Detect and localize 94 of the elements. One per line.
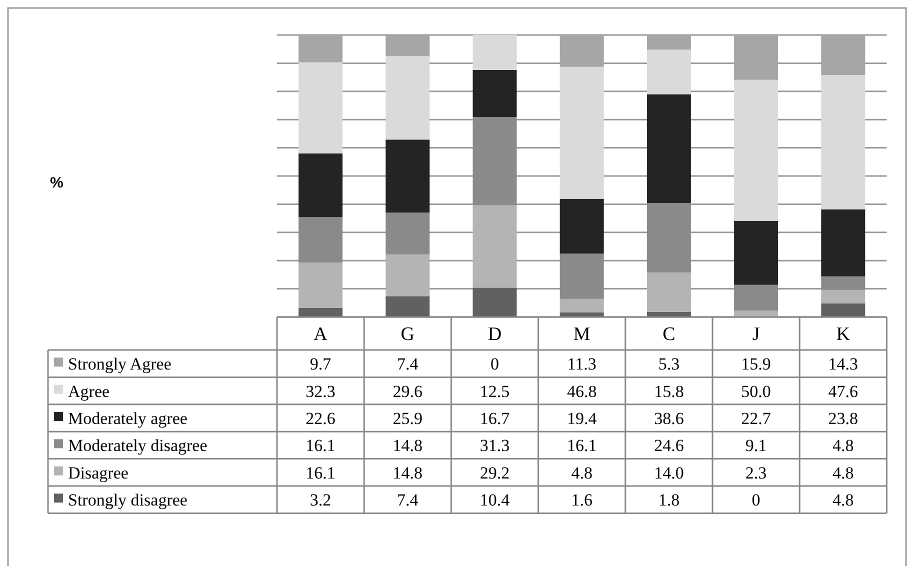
data-label: 22.6 <box>306 408 336 428</box>
data-label: 7.4 <box>397 490 419 510</box>
data-label: 25.9 <box>392 408 423 428</box>
data-label: 22.7 <box>741 408 772 428</box>
bar <box>646 94 691 204</box>
bar <box>472 288 517 317</box>
data-label: 3.2 <box>310 490 332 510</box>
bar <box>472 117 517 206</box>
data-label: 15.8 <box>654 382 684 401</box>
data-label: 32.3 <box>306 382 336 401</box>
data-label: 16.1 <box>306 463 336 482</box>
data-label: 2.3 <box>745 463 767 482</box>
data-label: 14.8 <box>392 463 423 482</box>
legend-label: Disagree <box>68 463 128 482</box>
bar <box>386 35 430 56</box>
bar <box>386 56 430 140</box>
data-label: 29.6 <box>392 382 423 401</box>
data-label: 4.8 <box>832 436 854 456</box>
data-label: 0 <box>490 354 499 374</box>
bar <box>734 310 778 317</box>
data-label: 7.4 <box>397 354 419 374</box>
data-label: 38.6 <box>654 408 684 428</box>
data-label: 12.5 <box>480 382 510 401</box>
bar <box>560 198 604 254</box>
legend-label: Moderately agree <box>68 408 188 428</box>
data-label: 46.8 <box>566 382 597 401</box>
data-label: 47.6 <box>828 382 858 401</box>
data-label: 14.3 <box>828 354 858 374</box>
x-tick-label: K <box>836 324 850 346</box>
bar <box>646 34 691 50</box>
data-label: 11.3 <box>567 354 596 374</box>
bar <box>472 205 517 288</box>
x-tick-label: G <box>400 324 415 346</box>
data-label: 15.9 <box>741 354 771 374</box>
data-label: 4.8 <box>832 463 854 482</box>
legend-label: Agree <box>68 382 110 401</box>
legend-label: Strongly Agree <box>68 354 172 374</box>
bar <box>821 303 866 317</box>
bar <box>560 35 604 67</box>
bar <box>646 272 691 312</box>
bar <box>734 220 778 285</box>
data-label: 14.0 <box>654 463 684 482</box>
data-label: 10.4 <box>480 490 510 510</box>
bar <box>821 209 866 276</box>
data-label: 1.8 <box>658 490 680 510</box>
data-label: 19.4 <box>566 408 598 428</box>
bar <box>821 276 866 290</box>
data-label: 1.6 <box>571 490 592 510</box>
bar <box>472 70 517 118</box>
data-label: 4.8 <box>832 490 854 510</box>
x-tick-label: M <box>573 324 590 346</box>
bar <box>560 66 604 199</box>
bar <box>298 217 343 263</box>
bar <box>734 35 778 80</box>
x-tick-label: C <box>662 324 676 346</box>
bar <box>560 254 604 299</box>
data-label: 4.8 <box>571 463 592 482</box>
bar <box>298 62 343 154</box>
bar <box>298 35 343 62</box>
data-label: 16.7 <box>480 408 510 428</box>
data-label: 16.1 <box>306 436 336 456</box>
data-label: 9.7 <box>310 354 332 374</box>
bar <box>386 296 430 317</box>
data-label: 14.8 <box>392 436 423 456</box>
data-label: 23.8 <box>828 408 858 428</box>
bar <box>821 34 866 76</box>
bar <box>386 140 430 213</box>
bar <box>646 50 691 94</box>
bar <box>298 153 343 218</box>
data-label: 29.2 <box>480 463 510 482</box>
bar <box>821 75 866 210</box>
x-tick-label: J <box>752 324 760 346</box>
x-tick-label: A <box>314 324 328 346</box>
data-label: 50.0 <box>741 382 771 401</box>
bar <box>821 290 866 304</box>
x-tick-label: D <box>488 324 502 346</box>
data-label: 5.3 <box>658 354 680 374</box>
data-label: 0 <box>752 490 760 510</box>
bar <box>734 284 778 311</box>
data-label: 9.1 <box>745 436 767 456</box>
data-label: 16.1 <box>566 436 597 456</box>
bar <box>386 212 430 254</box>
bar <box>646 203 691 272</box>
bar <box>734 80 778 221</box>
bar <box>298 262 343 308</box>
data-label: 24.6 <box>654 436 684 456</box>
bar <box>298 308 343 317</box>
bar <box>472 34 517 70</box>
legend-label: Moderately disagree <box>68 436 208 456</box>
bar <box>560 298 604 312</box>
bar <box>386 254 430 296</box>
data-label: 31.3 <box>480 436 510 456</box>
text: % <box>50 174 64 192</box>
legend-label: Strongly disagree <box>68 490 188 510</box>
